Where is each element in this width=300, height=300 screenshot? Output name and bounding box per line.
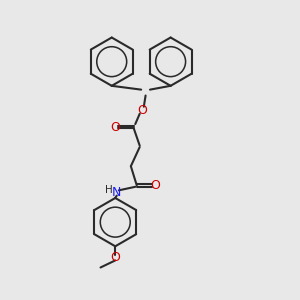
Text: O: O	[110, 251, 120, 264]
Text: O: O	[137, 104, 147, 117]
Text: N: N	[112, 186, 122, 199]
Text: O: O	[110, 121, 120, 134]
Text: O: O	[150, 179, 160, 192]
Text: H: H	[105, 185, 113, 195]
